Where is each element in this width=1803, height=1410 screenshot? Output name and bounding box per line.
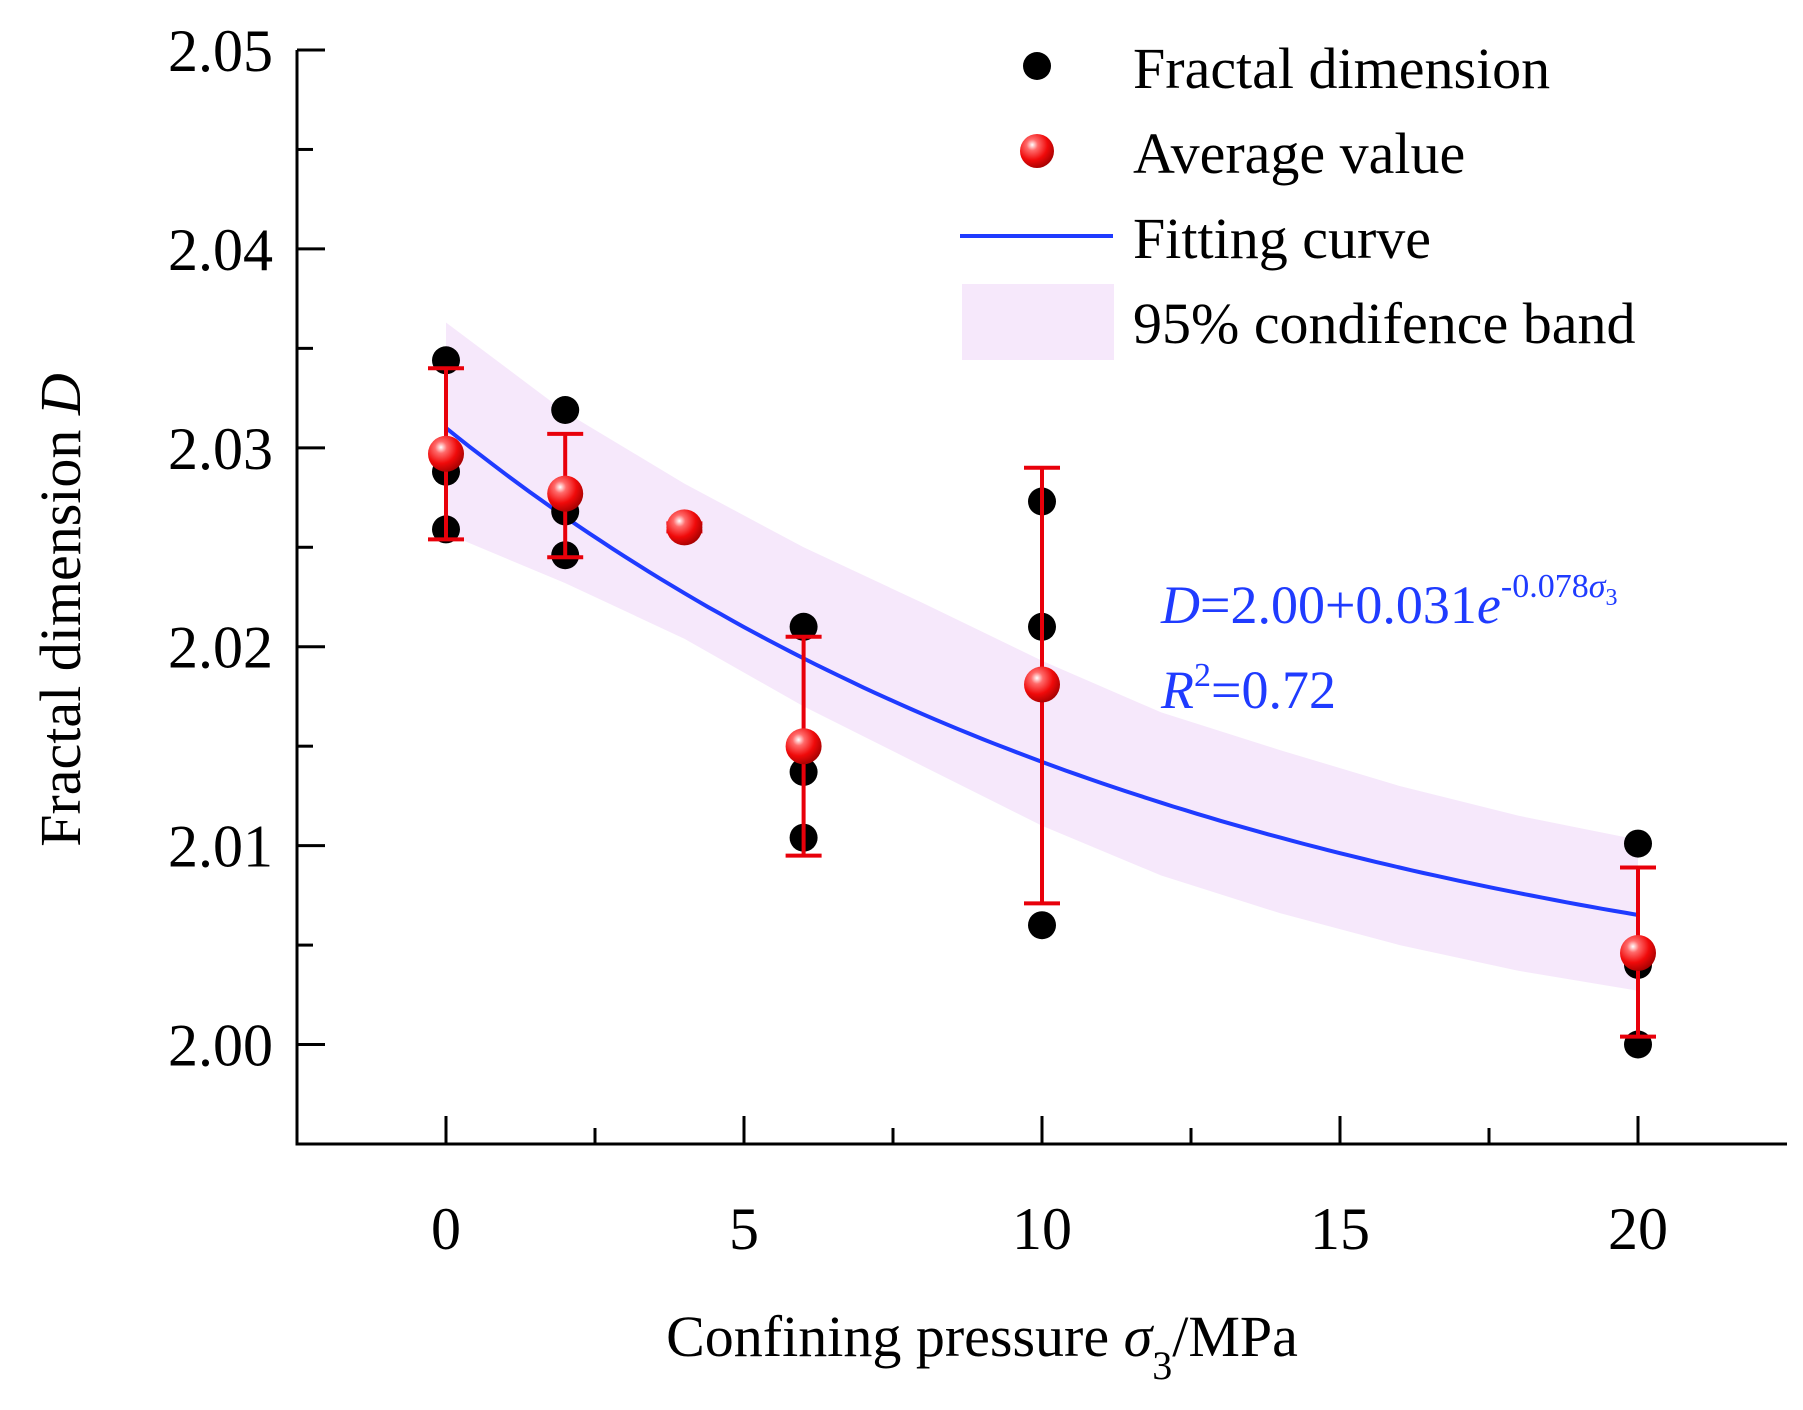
legend-entry-fitting-curve: Fitting curve <box>960 206 1431 271</box>
average-value-group <box>547 431 584 560</box>
fractal-dimension-point <box>789 612 818 641</box>
confidence-band-layer <box>446 322 1638 991</box>
fractal-dimension-point <box>1624 829 1652 858</box>
average-value-point <box>1024 666 1060 703</box>
r-squared-text: R2=0.72 <box>1160 657 1336 720</box>
r-squared-value: =0.72 <box>1211 660 1336 720</box>
x-axis-title-symbol: σ <box>1124 1304 1155 1369</box>
y-tick-label: 2.03 <box>168 416 273 482</box>
y-tick-label: 2.02 <box>168 615 273 681</box>
fractal-dimension-point <box>551 396 580 424</box>
equation-text: D=2.00+0.031e-0.078σ3 <box>1160 568 1618 635</box>
average-value-group <box>785 634 822 858</box>
average-value-point <box>1620 935 1656 971</box>
legend-confidence-band-swatch <box>962 284 1114 360</box>
x-axis-title-main: Confining pressure <box>666 1304 1124 1369</box>
y-tick-label: 2.00 <box>168 1013 273 1079</box>
legend-fractal-dimension-marker <box>1023 52 1051 80</box>
y-axis-title: Fractal dimension D <box>28 373 93 847</box>
average-value-group <box>1620 865 1656 1039</box>
equation-exp-symbol: σ <box>1589 568 1607 605</box>
y-axis-title-symbol: D <box>28 373 93 416</box>
average-points-layer <box>428 366 1656 1039</box>
equation-exp-power: -0.078 <box>1501 568 1589 605</box>
legend-fitting-curve-label: Fitting curve <box>1133 206 1431 271</box>
x-tick-label: 5 <box>729 1196 759 1262</box>
average-value-point <box>428 435 464 472</box>
average-value-group <box>428 366 464 542</box>
equation-exp-subscript: 3 <box>1606 585 1618 611</box>
x-axis-title: Confining pressure σ3/MPa <box>666 1304 1298 1388</box>
y-axis-title-main: Fractal dimension <box>28 415 93 847</box>
x-axis-title-unit: /MPa <box>1172 1304 1298 1369</box>
equation-rhs: =2.00+0.031 <box>1200 575 1477 635</box>
axes-layer: 2.00 2.01 2.02 2.03 2.04 2.05 0 5 10 15 20 <box>168 18 1787 1262</box>
x-tick-label: 15 <box>1310 1196 1370 1262</box>
average-value-point <box>547 475 584 512</box>
x-tick-label: 10 <box>1012 1196 1072 1262</box>
legend-entry-confidence-band: 95% condifence band <box>962 284 1635 360</box>
fractal-dimension-point <box>1028 911 1056 940</box>
legend-average-value-label: Average value <box>1133 121 1465 186</box>
legend-entry-fractal-dimension: Fractal dimension <box>1023 36 1550 101</box>
y-tick-label: 2.01 <box>168 814 273 880</box>
legend: Fractal dimension Average value Fitting … <box>960 36 1635 360</box>
average-value-point <box>785 728 822 765</box>
average-value-group <box>1024 465 1060 906</box>
legend-fractal-dimension-label: Fractal dimension <box>1133 36 1550 101</box>
legend-confidence-band-label: 95% condifence band <box>1133 291 1635 356</box>
confidence-band-area <box>446 322 1638 991</box>
r-squared-sup: 2 <box>1194 657 1211 694</box>
equation-lhs: D <box>1160 575 1200 635</box>
y-tick-label: 2.04 <box>168 217 273 283</box>
legend-average-value-marker <box>1020 134 1054 168</box>
x-axis-title-subscript: 3 <box>1152 1343 1172 1388</box>
x-tick-label: 0 <box>431 1196 461 1262</box>
average-value-group <box>666 509 703 546</box>
average-value-point <box>666 509 703 546</box>
equation-exp-base: e <box>1477 575 1501 635</box>
y-tick-label: 2.05 <box>168 18 273 84</box>
legend-entry-average-value: Average value <box>1020 121 1465 186</box>
fit-equation: D=2.00+0.031e-0.078σ3 R2=0.72 <box>1160 568 1618 720</box>
x-tick-label: 20 <box>1608 1196 1668 1262</box>
r-squared-symbol: R <box>1160 660 1194 720</box>
